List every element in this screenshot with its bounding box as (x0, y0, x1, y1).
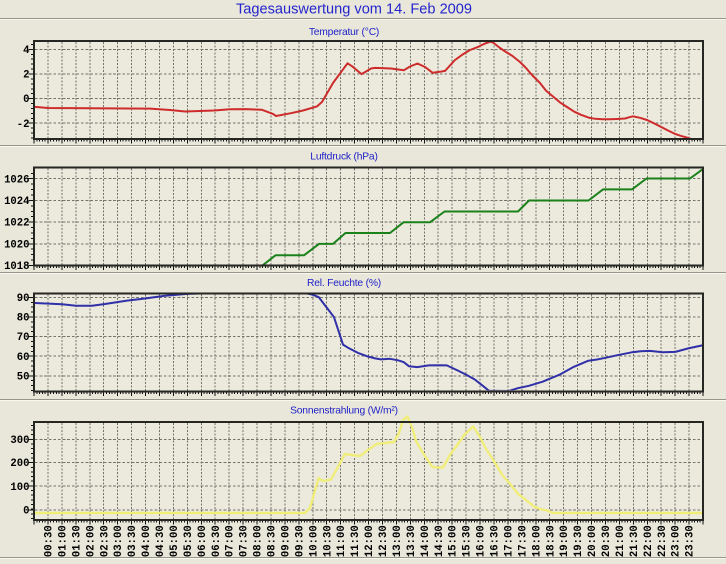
svg-text:Tagesauswertung vom 14. Feb 20: Tagesauswertung vom 14. Feb 2009 (236, 1, 472, 17)
svg-text:23:30: 23:30 (685, 525, 697, 557)
svg-text:09:30: 09:30 (294, 525, 306, 557)
svg-text:23:00: 23:00 (671, 525, 683, 557)
svg-text:4: 4 (23, 45, 30, 57)
svg-text:-2: -2 (17, 119, 30, 131)
svg-text:100: 100 (10, 482, 29, 494)
svg-text:10:30: 10:30 (322, 525, 334, 557)
svg-text:07:00: 07:00 (225, 525, 237, 557)
svg-text:1018: 1018 (4, 261, 29, 273)
svg-text:2: 2 (23, 70, 29, 82)
svg-text:Luftdruck (hPa): Luftdruck (hPa) (310, 152, 377, 163)
svg-text:12:00: 12:00 (364, 525, 376, 557)
svg-text:01:00: 01:00 (57, 525, 69, 557)
svg-text:1024: 1024 (4, 196, 30, 208)
svg-text:1020: 1020 (4, 239, 29, 251)
svg-text:21:30: 21:30 (629, 525, 641, 557)
svg-text:09:00: 09:00 (280, 525, 292, 557)
svg-text:15:30: 15:30 (462, 525, 474, 557)
svg-text:12:30: 12:30 (378, 525, 390, 557)
svg-text:01:30: 01:30 (71, 525, 83, 557)
svg-text:11:30: 11:30 (350, 525, 362, 557)
svg-text:19:30: 19:30 (573, 525, 585, 557)
svg-text:60: 60 (17, 352, 30, 364)
svg-text:08:30: 08:30 (267, 525, 279, 557)
svg-text:1022: 1022 (4, 218, 29, 230)
svg-text:17:00: 17:00 (503, 525, 515, 557)
svg-text:200: 200 (10, 458, 29, 470)
svg-text:08:00: 08:00 (253, 525, 265, 557)
svg-text:14:00: 14:00 (420, 525, 432, 557)
svg-text:1026: 1026 (4, 174, 29, 186)
svg-text:70: 70 (17, 332, 30, 344)
svg-text:Sonnenstrahlung (W/m²): Sonnenstrahlung (W/m²) (290, 405, 398, 416)
svg-text:13:00: 13:00 (392, 525, 404, 557)
svg-text:15:00: 15:00 (448, 525, 460, 557)
svg-text:10:00: 10:00 (308, 525, 320, 557)
svg-text:50: 50 (17, 371, 30, 383)
svg-text:02:00: 02:00 (85, 525, 97, 557)
svg-text:0: 0 (23, 506, 29, 518)
svg-text:90: 90 (17, 293, 30, 305)
svg-text:00:30: 00:30 (44, 525, 56, 557)
svg-text:16:00: 16:00 (476, 525, 488, 557)
svg-text:14:30: 14:30 (434, 525, 446, 557)
svg-text:20:30: 20:30 (601, 525, 613, 557)
svg-text:80: 80 (17, 313, 30, 325)
svg-text:13:30: 13:30 (406, 525, 418, 557)
svg-text:Rel. Feuchte (%): Rel. Feuchte (%) (307, 278, 381, 289)
svg-text:300: 300 (10, 435, 29, 447)
svg-text:11:00: 11:00 (336, 525, 348, 557)
svg-text:02:30: 02:30 (99, 525, 111, 557)
svg-text:17:30: 17:30 (517, 525, 529, 557)
svg-text:18:00: 18:00 (531, 525, 543, 557)
svg-text:07:30: 07:30 (239, 525, 251, 557)
svg-text:21:00: 21:00 (615, 525, 627, 557)
svg-text:03:30: 03:30 (127, 525, 139, 557)
svg-text:19:00: 19:00 (559, 525, 571, 557)
svg-text:0: 0 (23, 94, 29, 106)
svg-text:06:30: 06:30 (211, 525, 223, 557)
svg-text:Temperatur (°C): Temperatur (°C) (309, 27, 379, 38)
svg-text:05:00: 05:00 (169, 525, 181, 557)
svg-text:06:00: 06:00 (197, 525, 209, 557)
svg-text:18:30: 18:30 (545, 525, 557, 557)
svg-text:22:00: 22:00 (643, 525, 655, 557)
svg-text:04:00: 04:00 (141, 525, 153, 557)
svg-text:16:30: 16:30 (490, 525, 502, 557)
svg-text:03:00: 03:00 (113, 525, 125, 557)
svg-text:22:30: 22:30 (657, 525, 669, 557)
svg-text:04:30: 04:30 (155, 525, 167, 557)
svg-text:20:00: 20:00 (587, 525, 599, 557)
svg-text:05:30: 05:30 (183, 525, 195, 557)
